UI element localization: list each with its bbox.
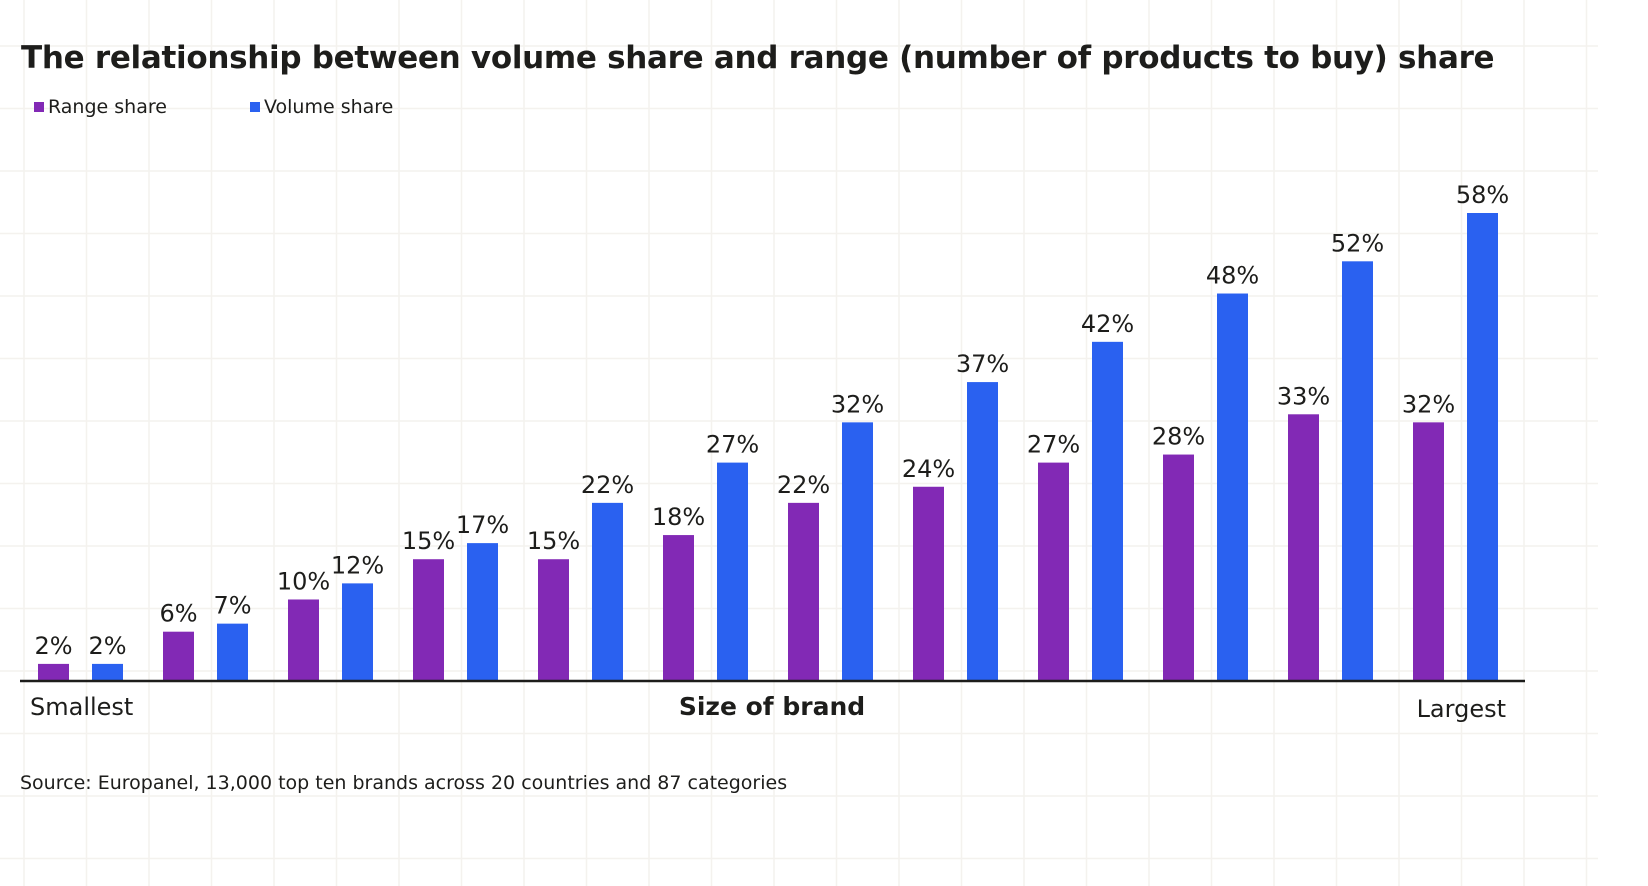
volume-share-value-label: 7% bbox=[213, 592, 251, 620]
volume-share-bar bbox=[1092, 341, 1123, 680]
range-share-bar bbox=[413, 559, 444, 680]
range-share-bar bbox=[1038, 462, 1069, 680]
range-share-value-label: 18% bbox=[652, 503, 705, 531]
volume-share-value-label: 2% bbox=[88, 632, 126, 660]
bars-layer: 2% 6% 10% 15% 15% 18% 22% 24% 27% 28% 33% 32% 2% 7% 12… bbox=[34, 181, 1509, 680]
range-share-value-label: 22% bbox=[777, 471, 830, 499]
range-share-value-label: 24% bbox=[902, 455, 955, 483]
volume-share-value-label: 27% bbox=[706, 431, 759, 459]
range-share-value-label: 10% bbox=[277, 567, 330, 595]
range-share-value-label: 2% bbox=[34, 632, 72, 660]
volume-share-bar bbox=[467, 543, 498, 680]
volume-share-bar bbox=[1217, 293, 1248, 680]
volume-share-bar bbox=[1342, 261, 1373, 680]
volume-share-value-label: 42% bbox=[1081, 310, 1134, 338]
volume-share-bar bbox=[217, 623, 248, 680]
volume-share-bar bbox=[592, 502, 623, 680]
range-share-bar bbox=[913, 486, 944, 680]
range-share-bar bbox=[288, 599, 319, 680]
range-share-value-label: 15% bbox=[402, 527, 455, 555]
volume-share-value-label: 37% bbox=[956, 350, 1009, 378]
legend-swatch-volume bbox=[250, 102, 260, 112]
range-share-bar bbox=[1163, 454, 1194, 680]
volume-share-bar bbox=[1467, 213, 1498, 680]
volume-share-value-label: 22% bbox=[581, 471, 634, 499]
x-axis-title: Size of brand bbox=[679, 692, 865, 721]
volume-share-bar bbox=[967, 382, 998, 680]
x-end-label: Largest bbox=[1417, 695, 1506, 723]
range-share-bar bbox=[788, 502, 819, 680]
volume-share-value-label: 17% bbox=[456, 511, 509, 539]
range-share-bar bbox=[163, 631, 194, 680]
range-share-value-label: 33% bbox=[1277, 382, 1330, 410]
chart-title: The relationship between volume share an… bbox=[21, 40, 1495, 76]
range-share-bar bbox=[538, 559, 569, 680]
legend-item-volume-share: Volume share bbox=[250, 96, 393, 118]
range-share-value-label: 28% bbox=[1152, 423, 1205, 451]
range-share-bar bbox=[38, 663, 69, 680]
range-share-value-label: 6% bbox=[159, 600, 197, 628]
volume-share-value-label: 58% bbox=[1456, 181, 1509, 209]
legend-swatch-range bbox=[34, 102, 44, 112]
volume-share-bar bbox=[342, 583, 373, 680]
volume-share-bar bbox=[92, 663, 123, 680]
volume-share-bar bbox=[842, 422, 873, 680]
legend-label-range: Range share bbox=[48, 96, 167, 118]
range-share-value-label: 27% bbox=[1027, 431, 1080, 459]
volume-share-value-label: 12% bbox=[331, 551, 384, 579]
volume-share-value-label: 48% bbox=[1206, 262, 1259, 290]
range-share-value-label: 32% bbox=[1402, 390, 1455, 418]
source-note: Source: Europanel, 13,000 top ten brands… bbox=[20, 772, 788, 794]
range-share-bar bbox=[663, 535, 694, 680]
legend-label-volume: Volume share bbox=[264, 96, 394, 118]
range-share-bar bbox=[1288, 414, 1319, 680]
volume-share-bar bbox=[717, 462, 748, 680]
x-start-label: Smallest bbox=[30, 693, 133, 721]
volume-share-value-label: 32% bbox=[831, 390, 884, 418]
legend-item-range-share: Range share bbox=[34, 96, 167, 118]
volume-share-value-label: 52% bbox=[1331, 229, 1384, 257]
range-share-value-label: 15% bbox=[527, 527, 580, 555]
range-share-bar bbox=[1413, 422, 1444, 680]
